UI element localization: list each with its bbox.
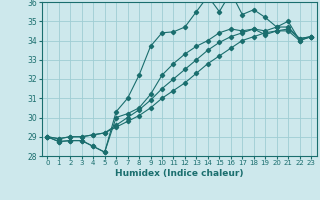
X-axis label: Humidex (Indice chaleur): Humidex (Indice chaleur): [115, 169, 244, 178]
